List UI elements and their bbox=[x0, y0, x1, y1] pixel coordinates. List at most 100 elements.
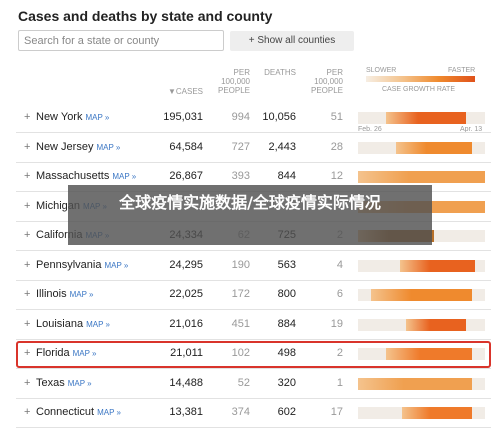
growth-strip bbox=[402, 407, 473, 419]
state-label: New York bbox=[36, 111, 83, 123]
table-cell: 800 bbox=[277, 288, 296, 300]
table-cell: 4 bbox=[336, 258, 343, 271]
table-cell: 374 bbox=[231, 406, 250, 418]
row-divider bbox=[16, 397, 491, 399]
row-divider bbox=[16, 161, 491, 163]
table-cell: 451 bbox=[231, 317, 250, 330]
legend-gradient bbox=[366, 76, 475, 82]
state-name: Florida MAP » bbox=[36, 347, 97, 359]
state-name: New Jersey MAP » bbox=[36, 141, 120, 153]
map-link[interactable]: MAP » bbox=[97, 408, 121, 417]
growth-strip bbox=[358, 377, 473, 390]
column-header: PER 100,000 PEOPLE bbox=[310, 68, 343, 95]
table-cell: 10,056 bbox=[262, 111, 296, 123]
table-cell: 172 bbox=[231, 288, 250, 300]
table-cell: 19 bbox=[330, 317, 343, 330]
state-label: Illinois bbox=[36, 288, 67, 300]
start-date: Feb. 26 bbox=[358, 126, 382, 133]
state-label: Florida bbox=[36, 347, 70, 359]
expand-icon: + bbox=[24, 376, 31, 389]
table-cell: 195,031 bbox=[163, 111, 203, 123]
row-divider bbox=[16, 368, 491, 369]
state-label: Connecticut bbox=[36, 406, 95, 418]
expand-icon: + bbox=[24, 258, 31, 271]
map-link[interactable]: MAP » bbox=[69, 290, 94, 299]
search-box[interactable]: Search for a state or county bbox=[18, 30, 224, 51]
state-name: Louisiana MAP » bbox=[36, 318, 110, 330]
legend-faster: FASTER bbox=[448, 67, 476, 74]
state-label: Louisiana bbox=[36, 317, 84, 330]
end-date: Apr. 13 bbox=[460, 126, 483, 133]
map-link[interactable]: MAP » bbox=[72, 349, 97, 358]
table-cell: 727 bbox=[231, 140, 250, 153]
table-cell: 52 bbox=[237, 376, 250, 389]
expand-icon: + bbox=[24, 111, 31, 123]
state-label: Pennsylvania bbox=[36, 258, 102, 271]
row-divider bbox=[16, 309, 491, 310]
table-cell: 994 bbox=[231, 111, 250, 123]
row-divider bbox=[16, 279, 491, 281]
map-link[interactable]: MAP » bbox=[96, 142, 121, 152]
row-divider bbox=[16, 427, 491, 428]
state-name: Massachusetts MAP » bbox=[36, 170, 136, 182]
table-cell: 2,443 bbox=[268, 140, 296, 153]
map-link[interactable]: MAP » bbox=[112, 172, 137, 181]
table-cell: 21,011 bbox=[170, 347, 203, 359]
table-cell: 1 bbox=[336, 376, 343, 389]
table-cell: 884 bbox=[277, 317, 296, 330]
table-cell: 2 bbox=[336, 347, 343, 359]
expand-icon: + bbox=[24, 317, 31, 330]
overlay-banner: 全球疫情实施数据/全球疫情实际情况 bbox=[68, 185, 432, 245]
growth-strip bbox=[385, 112, 466, 124]
row-divider bbox=[16, 250, 491, 251]
title: Cases and deaths by state and county bbox=[18, 8, 273, 24]
row-divider bbox=[16, 132, 491, 133]
column-header: DEATHS bbox=[264, 68, 296, 77]
expand-icon: + bbox=[24, 406, 31, 418]
expand-icon: + bbox=[24, 170, 31, 182]
table-cell: 21,016 bbox=[169, 317, 203, 330]
table-cell: 26,867 bbox=[169, 170, 203, 182]
table-cell: 102 bbox=[231, 347, 250, 359]
expand-icon: + bbox=[24, 347, 31, 359]
growth-strip bbox=[370, 289, 473, 301]
table-cell: 190 bbox=[231, 258, 250, 271]
table-cell: 22,025 bbox=[169, 288, 203, 300]
expand-icon: + bbox=[24, 199, 31, 212]
table-cell: 12 bbox=[330, 170, 343, 182]
state-name: Texas MAP » bbox=[36, 377, 92, 389]
legend-label: CASE GROWTH RATE bbox=[382, 86, 455, 93]
state-label: Massachusetts bbox=[36, 170, 110, 182]
show-counties-button[interactable]: + Show all counties bbox=[230, 31, 354, 51]
legend-slower: SLOWER bbox=[366, 67, 397, 74]
state-name: Illinois MAP » bbox=[36, 288, 93, 300]
column-header: PER 100,000 PEOPLE bbox=[217, 68, 250, 95]
state-label: Texas bbox=[36, 376, 65, 389]
state-label: New Jersey bbox=[36, 140, 94, 153]
column-header: ▼CASES bbox=[167, 87, 203, 96]
map-link[interactable]: MAP » bbox=[67, 378, 92, 388]
highlight-box bbox=[16, 341, 491, 368]
table-cell: 498 bbox=[277, 347, 296, 359]
growth-strip bbox=[396, 141, 473, 154]
map-link[interactable]: MAP » bbox=[86, 319, 110, 329]
growth-strip bbox=[399, 259, 475, 272]
table-cell: 320 bbox=[277, 376, 296, 389]
table-cell: 6 bbox=[336, 288, 343, 300]
state-name: Pennsylvania MAP » bbox=[36, 259, 128, 271]
table-cell: 14,488 bbox=[169, 376, 203, 389]
state-name: Connecticut MAP » bbox=[36, 406, 121, 418]
state-name: New York MAP » bbox=[36, 111, 109, 123]
map-link[interactable]: MAP » bbox=[85, 113, 110, 122]
table-cell: 51 bbox=[330, 111, 343, 123]
table-cell: 17 bbox=[330, 406, 343, 418]
table-cell: 13,381 bbox=[169, 406, 203, 418]
growth-strip bbox=[358, 171, 485, 183]
expand-icon: + bbox=[24, 288, 31, 300]
table-cell: 24,295 bbox=[169, 258, 203, 271]
growth-strip bbox=[406, 318, 466, 331]
map-link[interactable]: MAP » bbox=[104, 260, 129, 270]
row-divider bbox=[16, 338, 491, 340]
table-cell: 602 bbox=[277, 406, 296, 418]
